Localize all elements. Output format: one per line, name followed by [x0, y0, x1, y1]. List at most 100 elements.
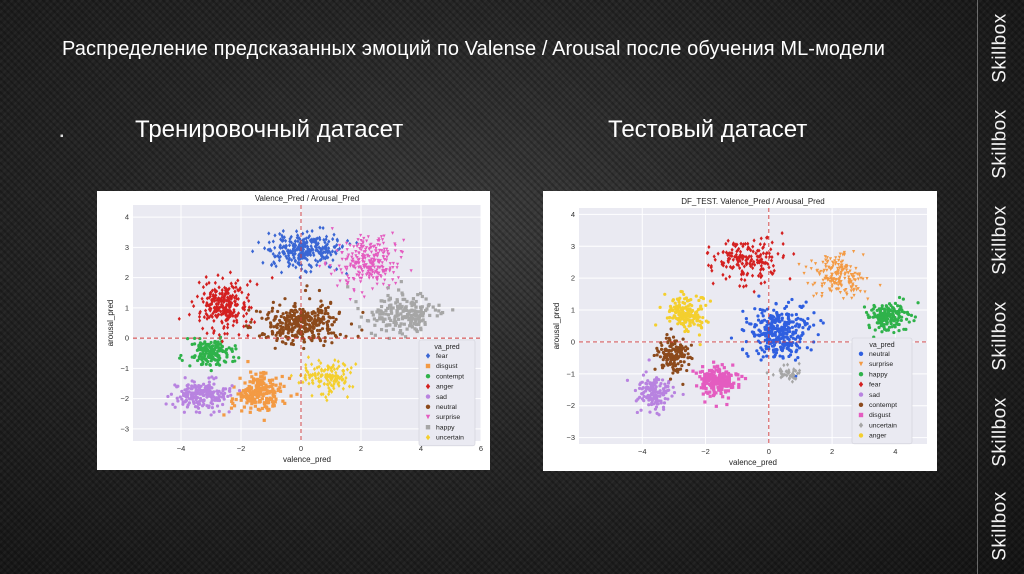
data-point: [193, 336, 197, 341]
data-point: [404, 306, 408, 310]
brand-logo: Skillbox: [978, 384, 1024, 480]
data-point: [222, 297, 227, 302]
data-point: [663, 396, 667, 401]
data-point: [391, 306, 395, 310]
data-point: [652, 378, 657, 382]
data-point: [226, 307, 230, 313]
data-point: [229, 406, 234, 410]
data-point: [321, 321, 326, 325]
data-point: [720, 387, 724, 392]
data-point: [226, 322, 230, 327]
data-point: [355, 256, 359, 260]
data-point: [379, 304, 384, 309]
data-point: [800, 333, 804, 338]
data-point: [231, 313, 235, 318]
data-point: [712, 370, 716, 374]
data-point: [249, 397, 254, 401]
data-point: [335, 378, 339, 383]
data-point: [315, 323, 319, 327]
data-point: [209, 394, 213, 399]
legend-label-neutral: neutral: [436, 404, 457, 411]
data-point: [246, 359, 250, 364]
data-point: [204, 274, 208, 280]
data-point: [287, 327, 291, 331]
series-disgust: [222, 359, 299, 422]
data-point: [339, 374, 344, 379]
data-point: [702, 386, 706, 390]
data-point: [261, 388, 266, 392]
data-point: [816, 333, 820, 337]
data-point: [229, 393, 233, 397]
data-point: [340, 251, 344, 255]
data-point: [419, 291, 423, 296]
data-point: [754, 323, 758, 327]
data-point: [780, 347, 785, 351]
data-point: [207, 280, 211, 285]
data-point: [379, 275, 383, 279]
data-point: [699, 304, 703, 308]
data-point: [779, 345, 783, 349]
data-point: [907, 320, 911, 324]
data-point: [751, 249, 755, 254]
brand-logo: Skillbox: [978, 478, 1024, 574]
data-point: [210, 398, 214, 402]
data-point: [829, 289, 834, 293]
data-point: [772, 308, 776, 312]
data-point: [712, 384, 716, 388]
data-point: [341, 386, 345, 391]
data-point: [337, 364, 341, 369]
data-point: [644, 370, 648, 374]
data-point: [242, 324, 246, 329]
data-point: [320, 303, 324, 307]
data-point: [748, 322, 752, 326]
data-point: [344, 241, 349, 245]
data-point: [251, 390, 256, 394]
data-point: [362, 236, 366, 241]
data-point: [646, 385, 650, 390]
x-tick-label: 6: [479, 444, 483, 453]
data-point: [254, 389, 258, 393]
data-point: [217, 409, 221, 413]
data-point: [667, 309, 672, 314]
data-point: [402, 322, 406, 326]
data-point: [815, 268, 820, 272]
data-point: [173, 405, 177, 409]
data-point: [257, 334, 262, 338]
legend-label-happy: happy: [869, 371, 888, 378]
data-point: [256, 380, 260, 384]
data-point: [210, 375, 214, 379]
data-point: [703, 400, 707, 404]
data-point: [723, 390, 728, 394]
data-point: [315, 318, 320, 322]
data-point: [321, 392, 325, 397]
data-point: [283, 401, 287, 405]
data-point: [686, 307, 691, 311]
data-point: [180, 358, 184, 363]
data-point: [741, 309, 745, 313]
data-point: [240, 409, 244, 413]
data-point: [260, 397, 264, 401]
data-point: [797, 262, 801, 267]
data-point: [790, 297, 794, 302]
data-point: [190, 387, 194, 391]
data-point: [256, 387, 260, 391]
brand-strip: Skillbox Skillbox Skillbox Skillbox Skil…: [977, 0, 1024, 574]
data-point: [828, 280, 832, 284]
data-point: [691, 369, 695, 373]
data-point: [191, 393, 195, 397]
data-point: [655, 399, 659, 404]
data-point: [803, 323, 807, 327]
data-point: [699, 295, 703, 300]
data-point: [658, 305, 662, 309]
data-point: [190, 299, 194, 304]
data-point: [403, 315, 407, 319]
data-point: [396, 317, 401, 321]
data-point: [791, 332, 795, 336]
data-point: [263, 404, 267, 408]
data-point: [398, 331, 402, 335]
data-point: [258, 398, 262, 403]
data-point: [828, 257, 833, 261]
legend-marker-neutral: [858, 351, 864, 356]
data-point: [210, 299, 214, 304]
data-point: [673, 310, 677, 314]
